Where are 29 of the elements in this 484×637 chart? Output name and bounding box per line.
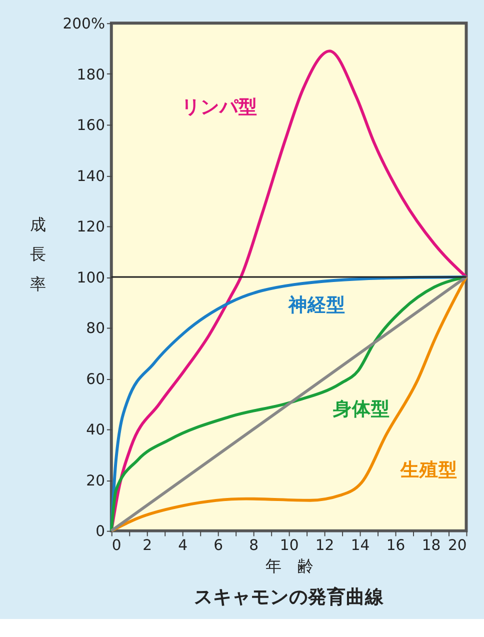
y-tick-label: 100 bbox=[76, 269, 105, 286]
y-tick-label: 180 bbox=[76, 66, 105, 84]
x-tick-label: 12 bbox=[315, 537, 334, 554]
y-tick-label: 40 bbox=[86, 422, 105, 439]
y-tick-label: 60 bbox=[86, 370, 105, 388]
y-tick-label: 80 bbox=[86, 320, 105, 338]
x-tick-label: 14 bbox=[350, 537, 370, 554]
x-tick-label: 20 bbox=[448, 537, 467, 554]
y-axis-title: 成長率 bbox=[30, 215, 46, 294]
x-tick-label: 0 bbox=[112, 537, 122, 554]
x-tick-label: 6 bbox=[214, 537, 224, 554]
y-tick-label: 20 bbox=[86, 472, 105, 490]
x-tick-label: 16 bbox=[386, 537, 406, 554]
y-tick-label: 120 bbox=[76, 218, 105, 236]
y-tick-label: 200% bbox=[62, 16, 105, 33]
x-tick-label: 2 bbox=[142, 537, 152, 554]
x-tick-label: 10 bbox=[280, 537, 299, 554]
x-axis-title: 年 齢 bbox=[265, 556, 314, 576]
x-tick-label: 4 bbox=[178, 537, 188, 554]
x-tick-label: 8 bbox=[249, 537, 259, 554]
series-label: 神経型 bbox=[288, 294, 346, 316]
y-tick-label: 0 bbox=[96, 523, 105, 540]
y-tick-label: 140 bbox=[76, 168, 105, 185]
series-label: リンパ型 bbox=[182, 96, 258, 118]
series-label: 生殖型 bbox=[399, 458, 458, 481]
y-tick-label: 160 bbox=[76, 117, 105, 134]
x-tick-label: 18 bbox=[422, 537, 441, 554]
series-label: 身体型 bbox=[332, 398, 390, 420]
text: スキャモンの発育曲線 bbox=[194, 586, 385, 608]
